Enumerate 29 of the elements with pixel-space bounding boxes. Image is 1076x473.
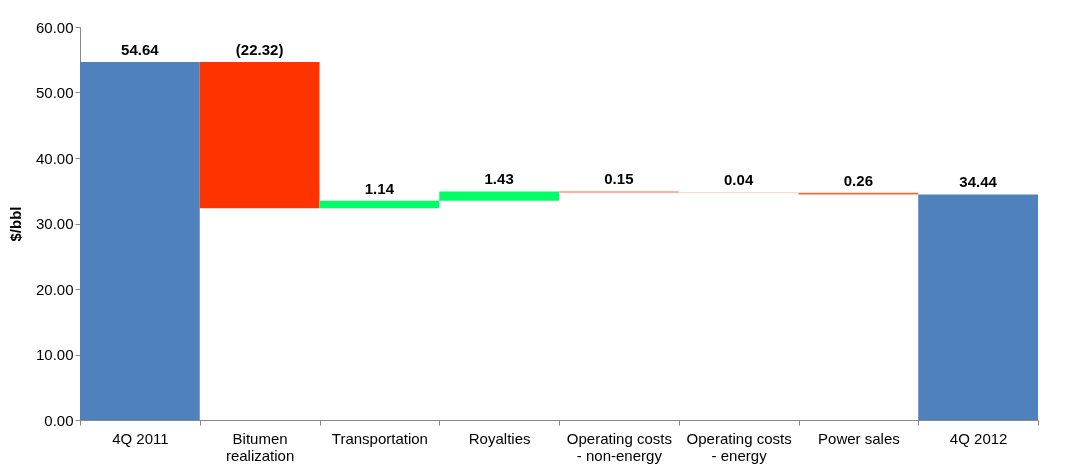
data-label: (22.32) [235, 41, 284, 59]
x-tick-label: Operating costs - energy [686, 429, 792, 464]
x-tick-label: 4Q 2012 [949, 429, 1008, 447]
x-tick-label: Bitumen realization [225, 429, 295, 464]
data-label: 0.26 [843, 171, 873, 189]
y-tick-label: 20.00 [35, 280, 74, 298]
data-label: 34.44 [959, 173, 998, 191]
y-tick-label: 30.00 [35, 215, 74, 232]
data-label: 0.04 [724, 171, 754, 189]
bar [319, 200, 440, 209]
data-label: 54.64 [121, 41, 160, 59]
data-label: 0.15 [604, 170, 634, 188]
y-tick-label: 0.00 [44, 411, 74, 429]
bar [439, 191, 559, 201]
y-tick-label: 10.00 [35, 346, 74, 363]
x-tick-label: 4Q 2011 [112, 429, 169, 447]
y-tick-label: 50.00 [35, 84, 74, 101]
y-tick-label: 60.00 [35, 18, 74, 36]
x-tick-label: Operating costs - non-energy [566, 429, 672, 464]
x-tick-label: Transportation [331, 429, 428, 447]
data-label: 1.14 [364, 179, 395, 197]
y-axis-title: $/bbl [6, 206, 24, 242]
y-tick-label: 40.00 [35, 149, 74, 167]
bar [80, 62, 200, 420]
bar [918, 194, 1038, 420]
x-tick-label: Royalties [468, 429, 531, 447]
x-tick-label: Power sales [818, 429, 900, 447]
data-label: 1.43 [484, 170, 514, 188]
bar [199, 62, 320, 209]
